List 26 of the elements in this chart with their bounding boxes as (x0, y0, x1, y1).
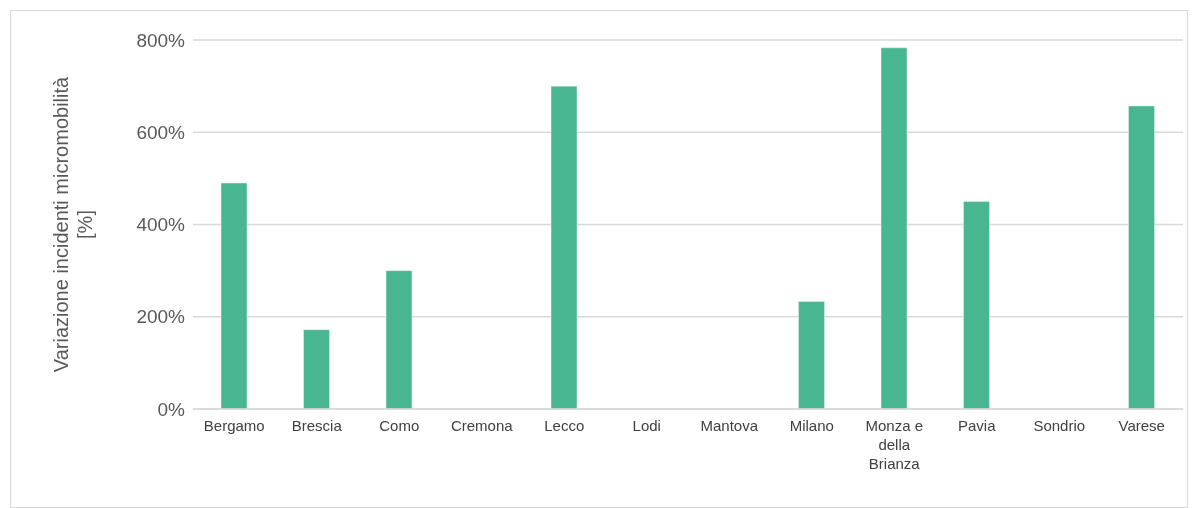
bar (1128, 105, 1155, 409)
x-tick-label: Sondrio (1033, 417, 1086, 434)
bar (798, 301, 825, 409)
y-tick-label: 400% (136, 214, 186, 236)
y-tick-label: 200% (136, 306, 186, 328)
bar (550, 85, 578, 409)
x-tick-label: Bergamo (203, 417, 265, 434)
bar (303, 329, 330, 409)
y-axis-title: Variazione incidenti micromobilità [%] (50, 75, 96, 373)
bar (880, 47, 908, 409)
x-tick-label: Como (379, 417, 420, 434)
x-tick-label: Lodi (632, 417, 661, 434)
y-tick-label: 0% (157, 398, 186, 420)
x-tick-label: Brescia (291, 417, 343, 434)
bar (963, 201, 990, 409)
y-tick-label: 600% (136, 121, 186, 143)
x-tick-label: Lecco (544, 417, 585, 434)
x-tick-label: Milano (789, 417, 834, 434)
y-tick-label: 800% (136, 29, 186, 51)
x-tick-label: Cremona (450, 417, 514, 434)
x-tick-label: Mantova (700, 417, 759, 434)
x-tick-label: Pavia (957, 417, 997, 434)
x-tick-label: Varese (1118, 417, 1165, 434)
bar (385, 270, 413, 409)
x-tick-label: Monza e della Brianza (865, 417, 924, 472)
bar (220, 182, 248, 409)
